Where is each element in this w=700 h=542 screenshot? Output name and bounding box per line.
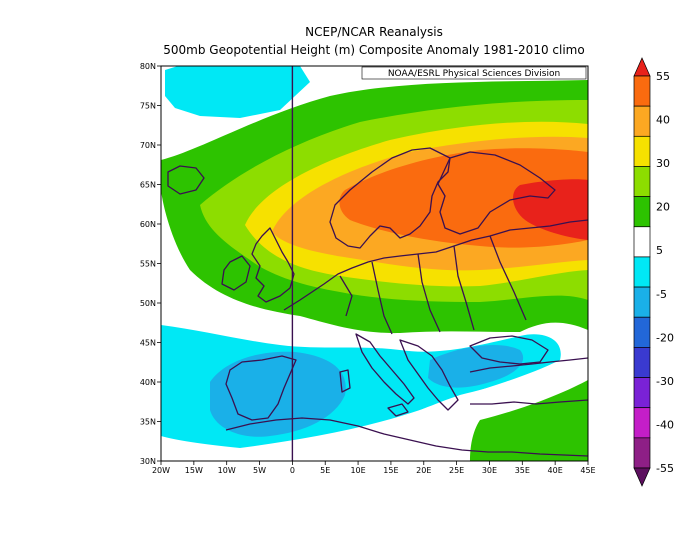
colorbar-segment [633,316,651,348]
field-blue-balkans [428,345,524,388]
coast-scandinavia [329,147,451,249]
coast-iberia [225,355,297,421]
field-white-south [240,352,588,455]
lat-tick-label: 45N [140,339,156,348]
lon-tick-label: 5W [253,466,266,475]
field-red-core [513,179,588,240]
colorbar: 55 40 30 20 5 -5 -20 -30 -40 -55 [633,57,674,487]
lat-tick-label: 30N [140,457,156,466]
coast-finland-kola [437,151,556,235]
title-line-1: NCEP/NCAR Reanalysis [305,25,443,39]
lon-tick-label: 15W [185,466,203,475]
colorbar-label: 20 [656,201,670,214]
lon-tick-label: 45E [580,466,595,475]
lon-tick-label: 35E [515,466,530,475]
coast-turkey [469,357,588,405]
colorbar-segment [633,437,651,469]
coast-sardinia [339,369,351,393]
lon-tick-label: 30E [482,466,497,475]
coast-balkans [399,339,459,411]
colorbar-segment [633,286,651,318]
lat-tick-label: 50N [140,299,156,308]
colorbar-label: -55 [656,462,674,475]
colorbar-segment [633,256,651,288]
coast-sicily [387,403,409,417]
colorbar-segment [633,105,651,137]
colorbar-label: -30 [656,375,674,388]
lat-tick-label: 40N [140,378,156,387]
colorbar-label: 55 [656,70,670,83]
colorbar-label: 5 [656,244,663,257]
lon-tick-label: 40E [548,466,563,475]
lon-tick-label: 5E [320,466,330,475]
colorbar-label: -40 [656,418,674,431]
coast-iceland [167,165,205,195]
lat-tick-label: 80N [140,62,156,71]
colorbar-segment [633,407,651,439]
colorbar-segment [633,75,651,107]
lat-tick-label: 65N [140,181,156,190]
field-orange-core [339,148,588,248]
coast-ireland [221,255,251,291]
coast-italy [355,333,415,405]
colorbar-top-arrow [633,57,651,77]
colorbar-label: 30 [656,157,670,170]
lat-tick-label: 70N [140,141,156,150]
colorbar-segment [633,135,651,167]
colorbar-label: -5 [656,288,667,301]
field-blue-iberia [210,351,346,437]
lon-tick-label: 25E [449,466,464,475]
latitude-axis: 80N 75N 70N 65N 60N 55N 50N 45N 40N 35N 30N [140,62,161,466]
map-panel [161,66,588,461]
lon-tick-label: 20W [152,466,170,475]
lon-tick-label: 15E [383,466,398,475]
lat-tick-label: 35N [140,418,156,427]
credit-text: NOAA/ESRL Physical Sciences Division [388,69,560,79]
coast-black-sea [469,335,549,365]
title-line-2: 500mb Geopotential Height (m) Composite … [163,43,584,57]
field-green-southeast [470,380,588,461]
colorbar-label: -20 [656,331,674,344]
field-cyan-northwest [165,66,310,118]
lat-tick-label: 60N [140,220,156,229]
colorbar-segment [633,166,651,197]
lon-tick-label: 10W [218,466,236,475]
lon-tick-label: 10E [350,466,365,475]
lon-tick-label: 0 [290,466,295,475]
colorbar-bottom-arrow [633,467,651,487]
colorbar-segment [633,196,651,228]
colorbar-segment [633,377,651,409]
longitude-axis: 20W 15W 10W 5W 0 5E 10E 15E 20E 25E 30E 35E 40E 45E [152,461,596,475]
coast-great-britain [251,227,295,303]
lat-tick-label: 55N [140,260,156,269]
colorbar-label: 40 [656,114,670,127]
colorbar-segment [633,226,651,258]
lon-tick-label: 20E [416,466,431,475]
credit-box [361,66,587,80]
colorbar-segment [633,347,651,378]
coastlines [167,147,588,457]
lat-tick-label: 75N [140,102,156,111]
coast-north-africa [225,417,588,457]
coast-borders [339,235,527,335]
